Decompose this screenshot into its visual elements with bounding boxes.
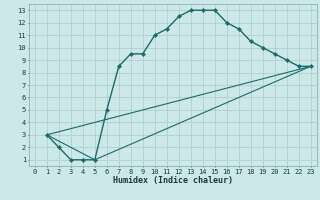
X-axis label: Humidex (Indice chaleur): Humidex (Indice chaleur) bbox=[113, 176, 233, 185]
